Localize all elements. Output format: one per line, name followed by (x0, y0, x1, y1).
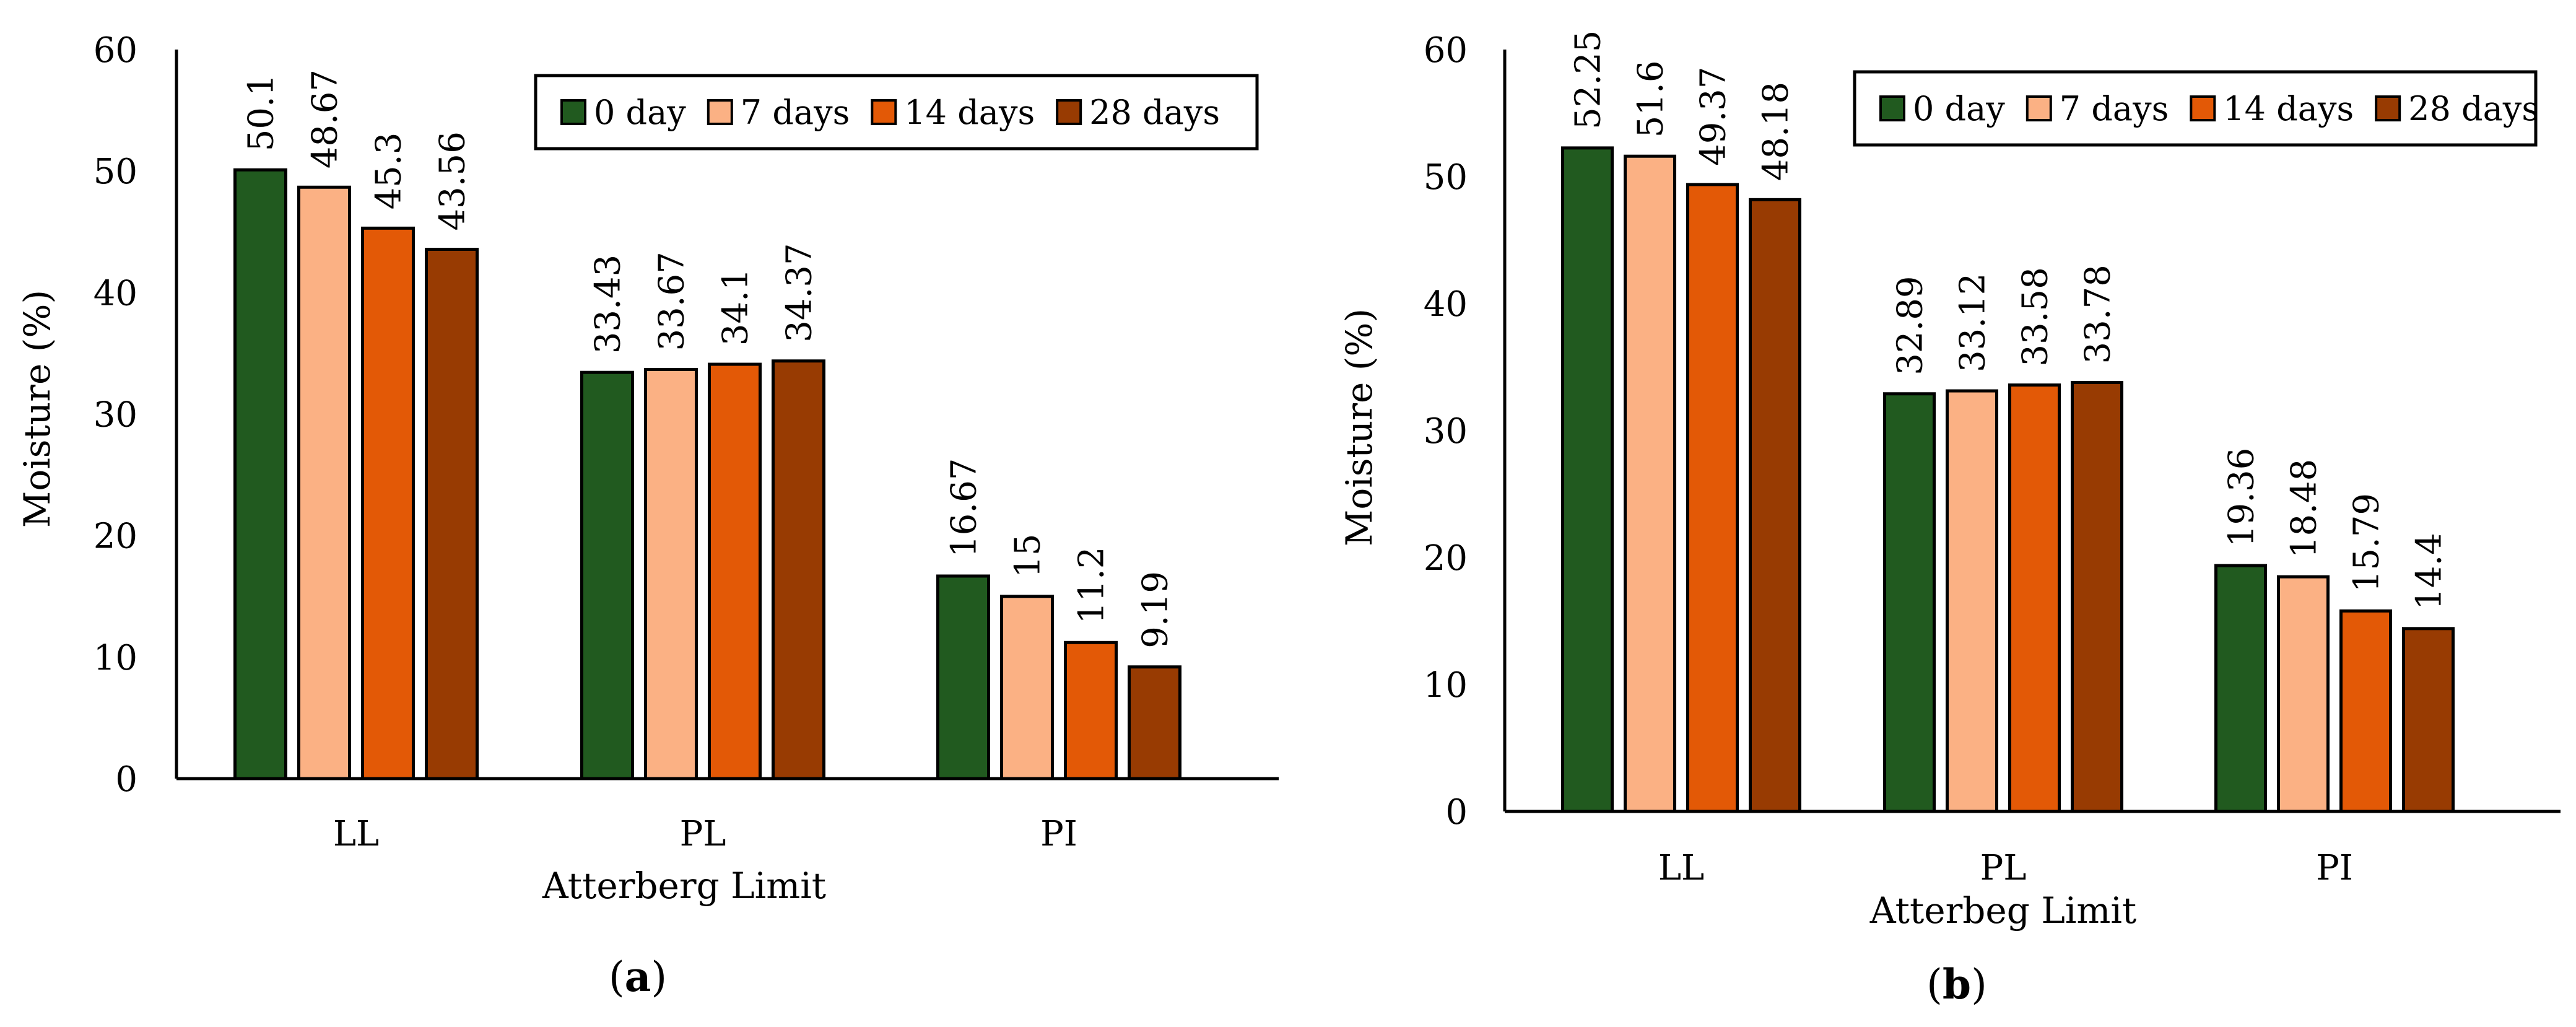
bar (1686, 183, 1739, 813)
bar (772, 359, 825, 780)
bar (2277, 575, 2330, 813)
bar (2214, 564, 2267, 813)
bar (580, 370, 634, 780)
chart-panel-b: Moisture (%) Atterbeg Limit (b) 0 10 20 30 4… (1338, 30, 2561, 1008)
legend-swatch (2026, 95, 2052, 121)
bar (361, 226, 415, 780)
y-tick-label: 20 (94, 517, 137, 557)
bar (1064, 640, 1118, 780)
y-tick-label: 30 (94, 395, 137, 435)
x-axis-title: Atterbeg Limit (1869, 889, 2136, 932)
bar (1561, 146, 1614, 813)
y-tick-label: 20 (1424, 538, 1468, 579)
bar (1883, 392, 1936, 813)
data-label: 43.56 (433, 131, 473, 230)
y-axis-title: Moisture (%) (1338, 308, 1380, 546)
bar (425, 247, 479, 780)
legend-swatch (707, 99, 733, 125)
legend-swatch (2190, 95, 2216, 121)
y-tick-label: 60 (94, 30, 137, 71)
legend-label: 28 days (1089, 93, 1220, 132)
data-label: 33.78 (2078, 264, 2118, 364)
x-tick-label: PL (1980, 848, 2027, 888)
data-label: 48.18 (1756, 82, 1796, 181)
legend-label: 14 days (904, 93, 1035, 132)
y-tick-label: 50 (1424, 157, 1468, 198)
data-label: 34.37 (780, 243, 820, 342)
bar (708, 362, 762, 780)
data-label: 33.43 (588, 255, 629, 354)
data-label: 51.6 (1631, 61, 1671, 138)
y-tick-label: 0 (115, 759, 137, 800)
data-label: 34.1 (716, 268, 756, 346)
bar (644, 368, 698, 780)
data-label: 33.58 (2016, 267, 2056, 366)
bar (1624, 154, 1676, 813)
y-tick-label: 40 (1424, 284, 1468, 325)
legend-swatch (560, 99, 586, 125)
y-tick-label: 50 (94, 152, 137, 192)
x-axis-title: Atterberg Limit (542, 865, 826, 907)
legend-label: 7 days (741, 93, 850, 132)
data-label: 45.3 (369, 133, 409, 210)
bar (233, 168, 287, 780)
y-tick-label: 60 (1424, 30, 1468, 71)
x-tick-label: LL (333, 814, 379, 854)
data-label: 15.79 (2347, 493, 2387, 592)
data-label: 48.67 (305, 69, 346, 168)
legend-label: 7 days (2060, 89, 2169, 128)
data-label: 19.36 (2222, 448, 2262, 547)
y-tick-label: 10 (1424, 665, 1468, 706)
bar (2402, 627, 2455, 813)
y-tick-label: 10 (94, 638, 137, 678)
chart-panel-a: Moisture (%) Atterberg Limit (a) 0 10 20 30… (16, 30, 1279, 1001)
legend-swatch (1879, 95, 1905, 121)
data-label: 33.12 (1953, 273, 1993, 372)
bar (1946, 389, 1998, 813)
panel-label-a: (a) (609, 953, 667, 1001)
legend-label: 0 day (594, 93, 686, 132)
y-tick-label: 40 (94, 273, 137, 313)
y-tick-label: 30 (1424, 411, 1468, 452)
data-label: 16.67 (944, 458, 985, 557)
bar (2008, 383, 2061, 813)
x-tick-label: PI (1040, 814, 1077, 854)
legend-label: 28 days (2408, 89, 2539, 128)
data-label: 14.4 (2409, 533, 2450, 610)
y-axis-title: Moisture (%) (16, 290, 58, 528)
legend-label: 0 day (1913, 89, 2005, 128)
data-label: 15 (1008, 533, 1048, 577)
y-tick-label: 0 (1445, 792, 1468, 833)
bar (1000, 595, 1054, 780)
bar (1749, 198, 1801, 813)
data-label: 49.37 (1694, 67, 1734, 166)
bar (297, 185, 351, 780)
x-tick-label: PL (680, 814, 726, 854)
data-label: 52.25 (1569, 30, 1609, 129)
legend-swatch (1056, 99, 1082, 125)
legend-swatch (2375, 95, 2401, 121)
bar (2339, 609, 2392, 813)
data-label: 11.2 (1072, 547, 1112, 624)
legend-swatch (871, 99, 897, 125)
data-label: 33.67 (652, 251, 692, 351)
x-tick-label: PI (2316, 848, 2353, 888)
data-label: 9.19 (1136, 571, 1176, 649)
bar (936, 574, 990, 780)
panel-label-b: (b) (1926, 960, 1987, 1008)
legend-label: 14 days (2223, 89, 2354, 128)
data-label: 18.48 (2284, 459, 2325, 558)
data-label: 32.89 (1891, 276, 1931, 375)
bar (1128, 665, 1181, 780)
data-label: 50.1 (242, 74, 282, 152)
bar (2071, 381, 2123, 813)
x-tick-label: LL (1658, 848, 1704, 888)
